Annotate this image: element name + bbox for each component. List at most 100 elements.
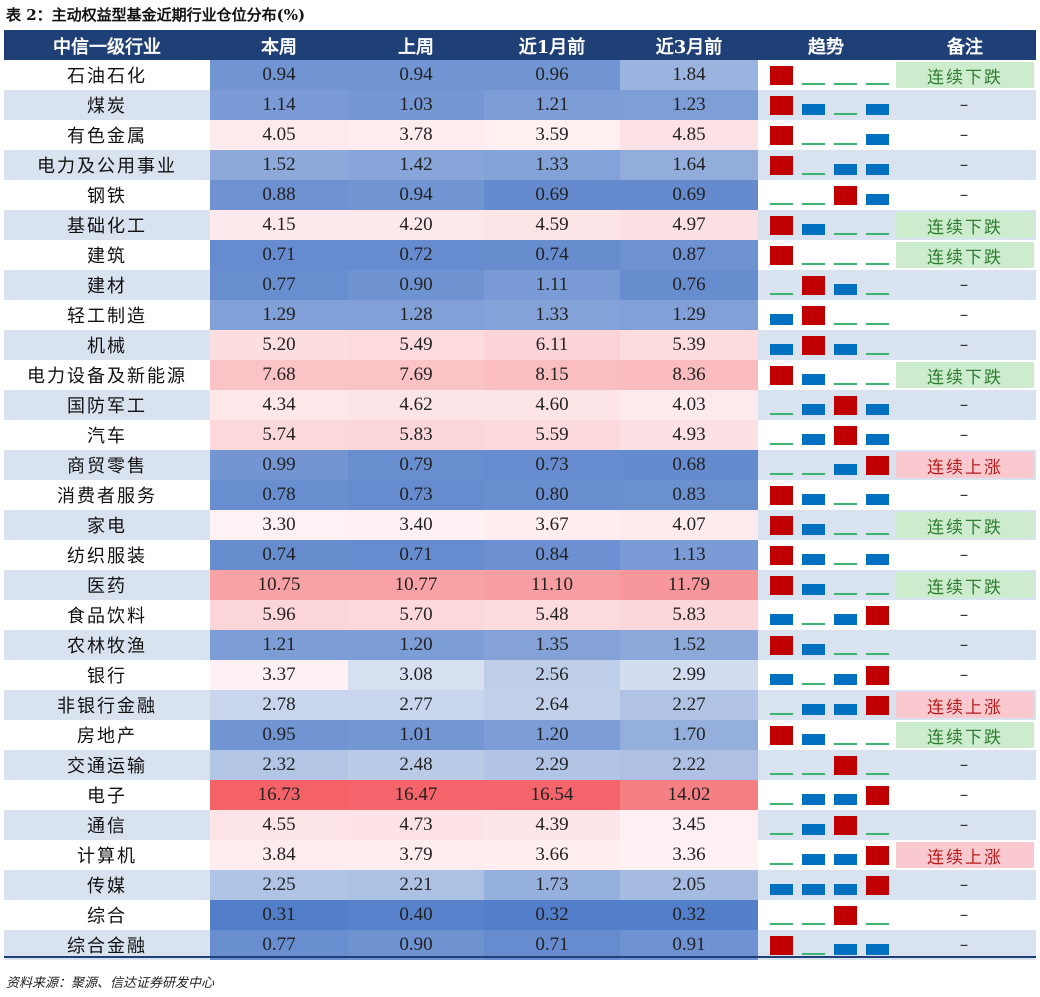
trend-flat-line — [770, 473, 793, 475]
value-last-week: 1.01 — [348, 720, 484, 750]
trend-flat-line — [834, 383, 857, 385]
trend-indicators — [758, 60, 894, 90]
trend-down-block — [834, 164, 857, 175]
note-cell: – — [894, 660, 1036, 690]
industry-name: 银行 — [4, 660, 210, 690]
trend-up-block — [770, 576, 793, 595]
value-3-months-ago: 2.05 — [620, 870, 758, 900]
value-this-week: 0.88 — [210, 180, 348, 210]
trend-glyphs — [770, 876, 889, 895]
value-1-month-ago: 5.48 — [484, 600, 620, 630]
value-last-week: 4.73 — [348, 810, 484, 840]
trend-up-block — [770, 486, 793, 505]
trend-flat-line — [802, 473, 825, 475]
industry-name: 交通运输 — [4, 750, 210, 780]
value-last-week: 0.90 — [348, 270, 484, 300]
trend-flat-line — [834, 653, 857, 655]
trend-glyphs — [770, 726, 889, 745]
note-cell: 连续上涨 — [894, 690, 1036, 720]
table-row: 传媒 2.25 2.21 1.73 2.05 – — [4, 870, 1036, 900]
industry-name: 非银行金融 — [4, 690, 210, 720]
value-3-months-ago: 14.02 — [620, 780, 758, 810]
trend-down-block — [834, 794, 857, 805]
industry-name: 电力设备及新能源 — [4, 360, 210, 390]
note-text: 连续下跌 — [927, 247, 1003, 268]
note-cell: – — [894, 330, 1036, 360]
value-last-week: 1.03 — [348, 90, 484, 120]
trend-glyphs — [770, 936, 889, 955]
industry-name: 钢铁 — [4, 180, 210, 210]
trend-flat-line — [834, 143, 857, 145]
trend-indicators — [758, 150, 894, 180]
source-note: 资料来源：聚源、信达证券研发中心 — [6, 976, 215, 991]
value-this-week: 5.20 — [210, 330, 348, 360]
table-row: 电力设备及新能源 7.68 7.69 8.15 8.36 连续下跌 — [4, 360, 1036, 390]
header-this-week: 本周 — [261, 37, 297, 58]
trend-flat-line — [866, 323, 889, 325]
value-last-week: 0.71 — [348, 540, 484, 570]
trend-down-block — [802, 554, 825, 565]
value-1-month-ago: 3.66 — [484, 840, 620, 870]
value-1-month-ago: 8.15 — [484, 360, 620, 390]
value-3-months-ago: 4.93 — [620, 420, 758, 450]
note-text: – — [959, 545, 971, 565]
note-text: 连续上涨 — [927, 457, 1003, 478]
trend-down-block — [866, 944, 889, 955]
table-row: 农林牧渔 1.21 1.20 1.35 1.52 – — [4, 630, 1036, 660]
trend-glyphs — [770, 486, 889, 505]
trend-down-block — [802, 884, 825, 895]
industry-name: 电子 — [4, 780, 210, 810]
trend-down-block — [834, 674, 857, 685]
trend-glyphs — [770, 186, 889, 205]
note-text: 连续上涨 — [927, 697, 1003, 718]
note-cell: – — [894, 90, 1036, 120]
value-3-months-ago: 4.97 — [620, 210, 758, 240]
value-3-months-ago: 0.87 — [620, 240, 758, 270]
note-text: 连续下跌 — [927, 67, 1003, 88]
value-3-months-ago: 4.07 — [620, 510, 758, 540]
note-cell: – — [894, 390, 1036, 420]
trend-flat-line — [802, 83, 825, 85]
table-row: 建材 0.77 0.90 1.11 0.76 – — [4, 270, 1036, 300]
trend-flat-line — [802, 203, 825, 205]
trend-down-block — [866, 134, 889, 145]
trend-indicators — [758, 210, 894, 240]
value-this-week: 3.37 — [210, 660, 348, 690]
trend-indicators — [758, 390, 894, 420]
trend-glyphs — [770, 456, 889, 475]
trend-flat-line — [866, 833, 889, 835]
value-last-week: 10.77 — [348, 570, 484, 600]
trend-glyphs — [770, 606, 889, 625]
trend-glyphs — [770, 396, 889, 415]
industry-name: 建材 — [4, 270, 210, 300]
note-text: 连续下跌 — [927, 217, 1003, 238]
trend-down-block — [834, 344, 857, 355]
trend-down-block — [770, 674, 793, 685]
industry-name: 石油石化 — [4, 60, 210, 90]
trend-flat-line — [866, 773, 889, 775]
trend-glyphs — [770, 426, 889, 445]
trend-up-block — [866, 876, 889, 895]
note-cell: 连续上涨 — [894, 840, 1036, 870]
value-3-months-ago: 0.91 — [620, 930, 758, 960]
trend-flat-line — [866, 533, 889, 535]
trend-up-block — [866, 456, 889, 475]
table-row: 医药 10.75 10.77 11.10 11.79 连续下跌 — [4, 570, 1036, 600]
value-3-months-ago: 8.36 — [620, 360, 758, 390]
trend-glyphs — [770, 246, 889, 265]
trend-indicators — [758, 870, 894, 900]
value-this-week: 2.78 — [210, 690, 348, 720]
trend-glyphs — [770, 546, 889, 565]
note-text: 连续下跌 — [927, 517, 1003, 538]
trend-up-block — [866, 606, 889, 625]
value-this-week: 0.99 — [210, 450, 348, 480]
note-text: – — [959, 305, 971, 325]
value-3-months-ago: 3.36 — [620, 840, 758, 870]
trend-indicators — [758, 930, 894, 960]
note-down-highlight — [896, 572, 1034, 598]
table-row: 石油石化 0.94 0.94 0.96 1.84 连续下跌 — [4, 60, 1036, 90]
industry-name: 基础化工 — [4, 210, 210, 240]
industry-name: 食品饮料 — [4, 600, 210, 630]
value-3-months-ago: 4.85 — [620, 120, 758, 150]
trend-glyphs — [770, 576, 889, 595]
